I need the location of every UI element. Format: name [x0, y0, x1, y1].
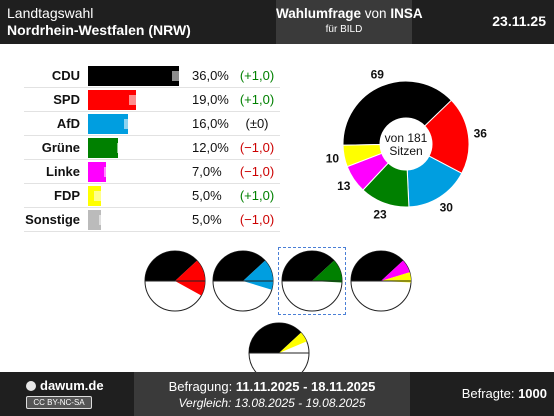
seat-count-label: 30: [440, 200, 454, 214]
party-change: (+1,0): [239, 92, 275, 107]
party-name: FDP: [54, 188, 80, 203]
party-bar-track: [88, 162, 186, 182]
compare-label: Vergleich:: [178, 396, 232, 410]
party-name: CDU: [51, 68, 80, 83]
compare-period: 13.08.2025 - 19.08.2025: [234, 396, 366, 410]
party-percentage: 12,0%: [192, 140, 229, 155]
party-percentage: 7,0%: [192, 164, 222, 179]
party-bar: [88, 114, 129, 134]
survey-label: Befragung:: [168, 379, 233, 394]
seat-total-label: Sitzen: [389, 144, 422, 158]
party-bar-track: [88, 114, 186, 134]
party-bar-track: [88, 138, 186, 158]
seat-chart-center: [380, 118, 432, 170]
party-change: (−1,0): [239, 212, 275, 227]
header-title: Landtagswahl Nordrhein-Westfalen (NRW): [7, 5, 191, 39]
state-name: Nordrhein-Westfalen (NRW): [7, 22, 191, 38]
party-row: CDU 36,0% (+1,0): [24, 64, 280, 88]
poll-date: 23.11.25: [492, 13, 546, 29]
party-results-table: CDU 36,0% (+1,0) SPD 19,0% (+1,0) AfD 16,0% (±0)…: [24, 64, 280, 232]
coalition-segment: [381, 260, 410, 281]
party-change: (+1,0): [239, 188, 275, 203]
party-row: Grüne 12,0% (−1,0): [24, 136, 280, 160]
party-bar: [88, 162, 106, 182]
previous-value-marker: [124, 119, 132, 129]
coalition-chart[interactable]: [278, 247, 346, 315]
coalition-segment: [351, 251, 404, 281]
party-bar: [88, 138, 119, 158]
coalition-segment: [279, 332, 307, 353]
previous-value-marker: [99, 215, 107, 225]
party-bar: [88, 66, 179, 86]
coalition-chart[interactable]: [210, 248, 276, 314]
party-row: Sonstige 5,0% (−1,0): [24, 208, 280, 232]
party-percentage: 5,0%: [192, 212, 222, 227]
site-name: dawum.de: [40, 378, 104, 393]
party-percentage: 16,0%: [192, 116, 229, 131]
coalition-segment: [381, 272, 411, 283]
site-link[interactable]: dawum.de: [26, 378, 104, 393]
coalition-segment: [175, 260, 205, 296]
poll-type: Wahlumfrage: [276, 6, 362, 21]
party-name: AfD: [56, 116, 80, 131]
respondents-label: Befragte:: [461, 386, 515, 401]
party-percentage: 5,0%: [192, 188, 222, 203]
party-percentage: 36,0%: [192, 68, 229, 83]
footer-brand: dawum.de CC BY-NC-SA: [0, 372, 134, 416]
seat-count-label: 23: [373, 207, 387, 221]
party-name: Linke: [46, 164, 80, 179]
previous-value-marker: [172, 71, 180, 81]
respondents: Befragte: 1000: [462, 386, 547, 401]
party-bar: [88, 210, 101, 230]
seat-count-label: 69: [371, 68, 385, 82]
coalition-segment: [243, 260, 273, 290]
seat-count-label: 13: [337, 179, 351, 193]
party-bar: [88, 90, 136, 110]
party-change: (±0): [245, 116, 269, 131]
survey-period: 11.11.2025 - 18.11.2025: [235, 379, 376, 394]
party-bar-track: [88, 186, 186, 206]
survey-dates: Befragung: 11.11.2025 - 18.11.2025 Vergl…: [134, 372, 410, 416]
coalition-segment: [145, 251, 198, 281]
election-type: Landtagswahl: [7, 5, 94, 21]
party-bar-track: [88, 90, 186, 110]
poll-info: Wahlumfrage von INSA für BILD: [276, 0, 423, 44]
coalition-segment: [213, 251, 266, 281]
poll-von: von: [364, 6, 387, 21]
party-name: SPD: [53, 92, 80, 107]
party-row: AfD 16,0% (±0): [24, 112, 280, 136]
coalition-segment: [282, 251, 335, 281]
party-name: Grüne: [41, 140, 80, 155]
poll-client: für BILD: [325, 24, 363, 35]
coalition-segment: [312, 260, 342, 283]
coalition-chart[interactable]: [246, 320, 312, 386]
seat-total-label: von 181: [385, 131, 428, 145]
party-change: (−1,0): [239, 164, 275, 179]
license-badge[interactable]: CC BY-NC-SA: [26, 396, 92, 409]
party-name: Sonstige: [25, 212, 80, 227]
previous-value-marker: [104, 167, 112, 177]
party-change: (−1,0): [239, 140, 275, 155]
party-row: FDP 5,0% (+1,0): [24, 184, 280, 208]
party-bar-track: [88, 66, 186, 86]
party-percentage: 19,0%: [192, 92, 229, 107]
previous-value-marker: [116, 143, 124, 153]
seat-count-label: 36: [474, 126, 488, 140]
party-bar-track: [88, 210, 186, 230]
party-row: SPD 19,0% (+1,0): [24, 88, 280, 112]
footer-bar: dawum.de CC BY-NC-SA Befragung: 11.11.20…: [0, 372, 554, 416]
coalition-segment: [249, 323, 302, 353]
party-row: Linke 7,0% (−1,0): [24, 160, 280, 184]
dawum-logo-icon: [26, 381, 36, 391]
poll-institute: INSA: [390, 6, 423, 21]
header-bar: Landtagswahl Nordrhein-Westfalen (NRW) W…: [0, 0, 554, 44]
party-change: (+1,0): [239, 68, 275, 83]
coalition-chart[interactable]: [348, 248, 414, 314]
previous-value-marker: [94, 191, 102, 201]
coalition-chart[interactable]: [142, 248, 208, 314]
previous-value-marker: [129, 95, 137, 105]
seat-count-label: 10: [326, 151, 340, 165]
respondents-count: 1000: [518, 386, 547, 401]
